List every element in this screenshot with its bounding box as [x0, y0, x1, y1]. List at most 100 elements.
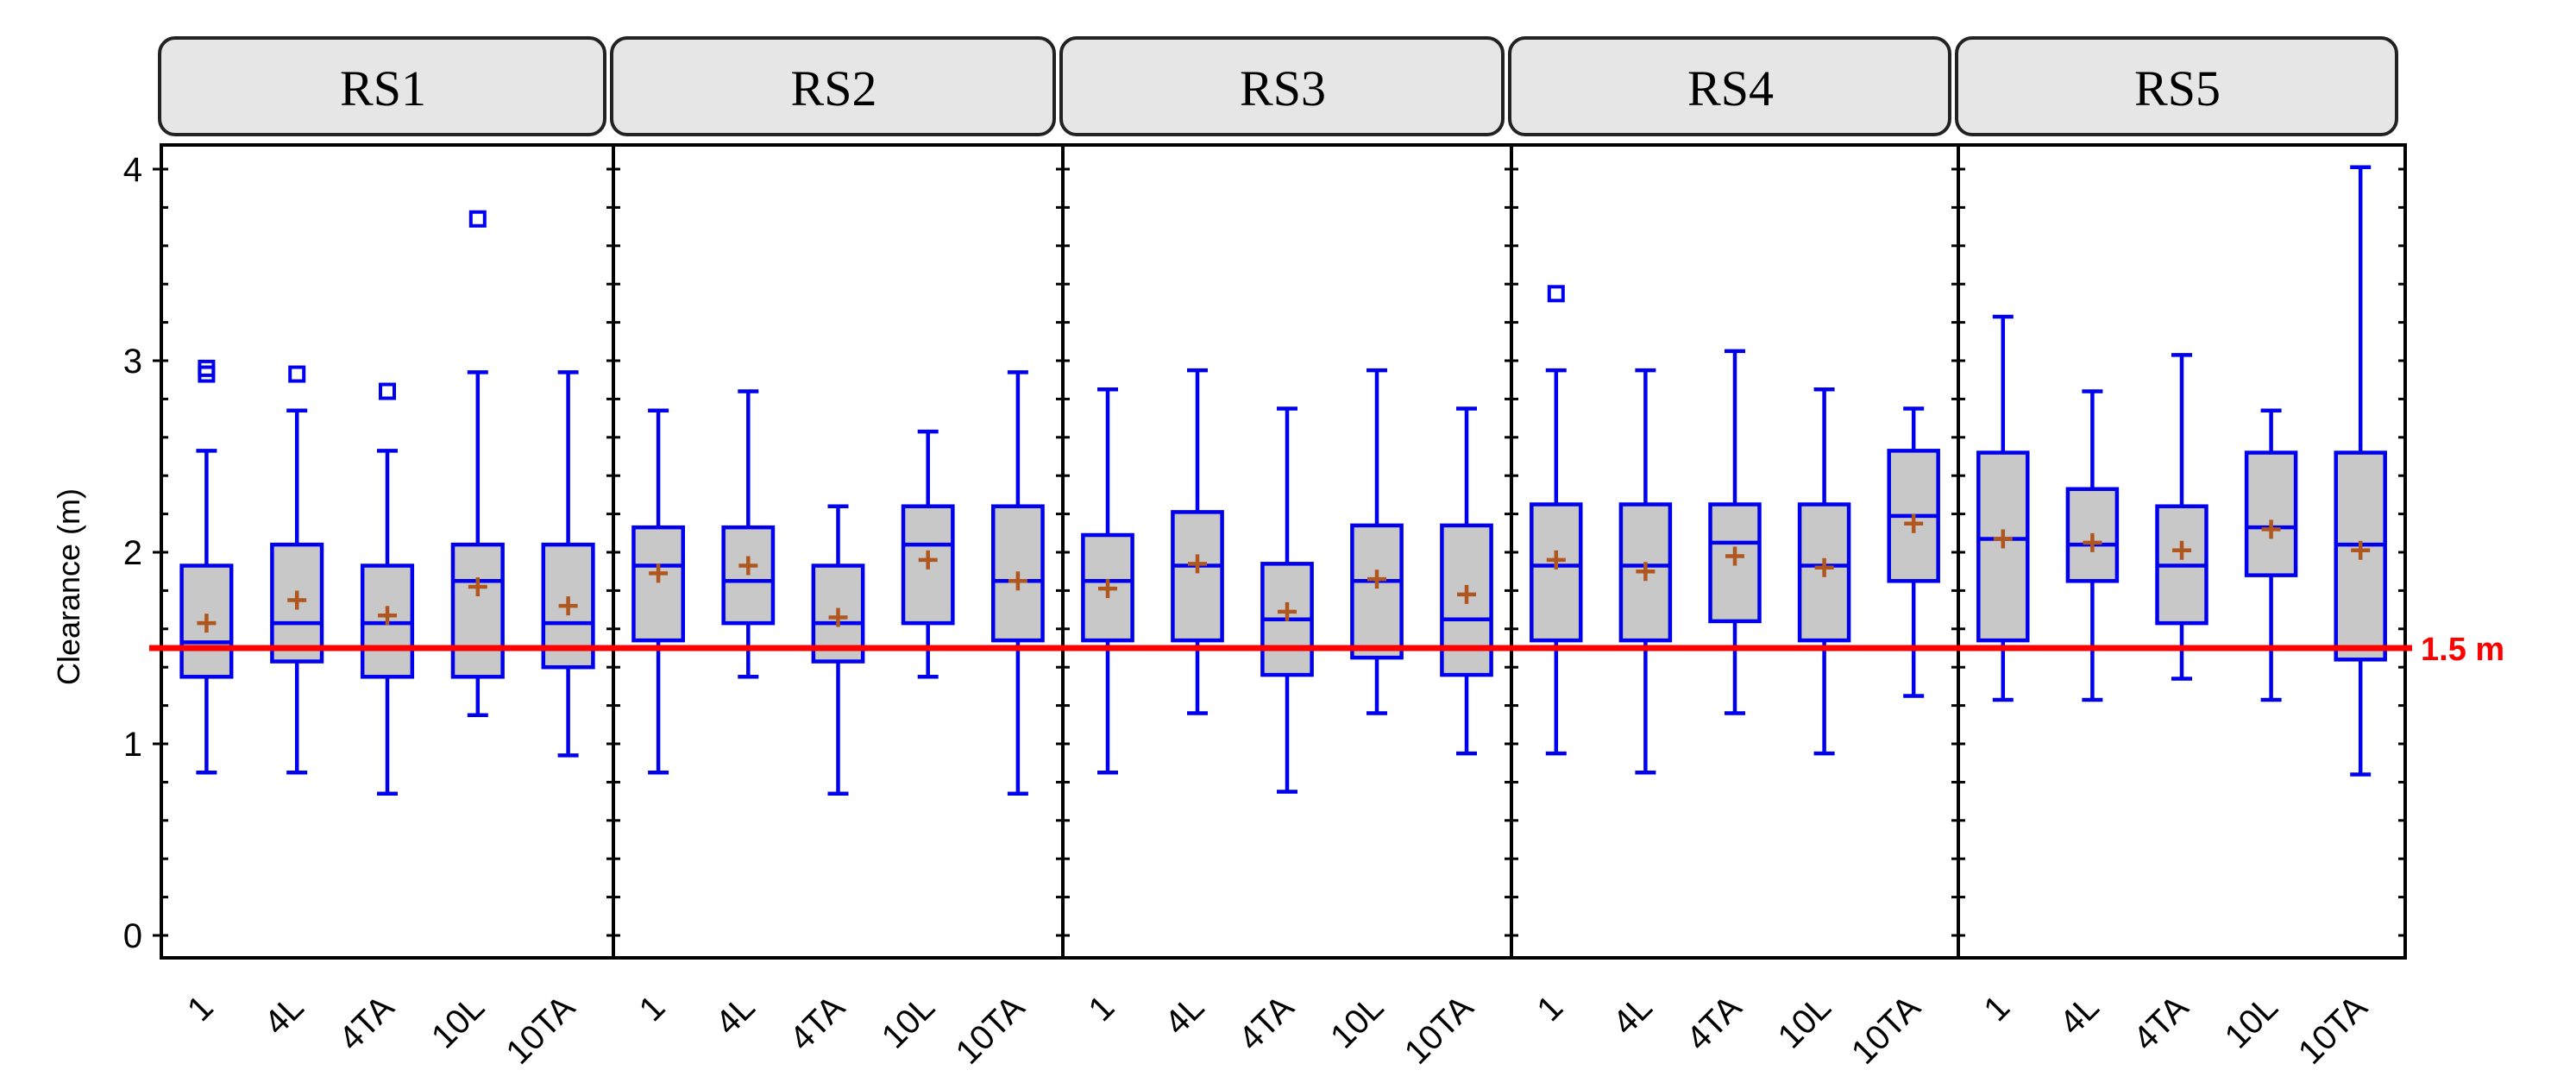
x-tick-label: 4L — [1605, 988, 1660, 1042]
x-tick-label: 10TA — [1844, 988, 1928, 1072]
mean-marker — [828, 607, 848, 627]
x-tick-label: 4TA — [331, 988, 401, 1058]
x-tick-label: 4L — [1158, 988, 1212, 1042]
mean-marker — [378, 606, 397, 626]
mean-marker — [1278, 601, 1297, 621]
mean-marker — [1546, 550, 1566, 570]
outlier-point — [288, 365, 306, 383]
strip-box — [158, 36, 606, 136]
outlier-point — [198, 359, 216, 377]
mean-marker — [287, 590, 307, 610]
mean-marker — [1367, 570, 1386, 589]
iqr-box — [1171, 510, 1224, 643]
iqr-box — [450, 542, 505, 679]
box-rs4-10l — [1797, 387, 1851, 756]
mean-marker — [1636, 562, 1656, 582]
box-rs5-4l — [2065, 389, 2120, 702]
strip-label: RS4 — [1687, 60, 1774, 116]
x-tick-label: 1 — [1530, 988, 1570, 1029]
y-axis-label: Clearance (m) — [51, 488, 86, 685]
box-rs3-10ta — [1440, 406, 1493, 756]
y-tick-label: 2 — [123, 534, 142, 572]
x-tick-label: 1 — [632, 988, 673, 1029]
mean-marker — [468, 576, 487, 596]
box-rs1-10l — [450, 210, 505, 717]
iqr-box — [2065, 487, 2120, 583]
x-tick-label: 10L — [2218, 988, 2285, 1055]
box-rs1-10ta — [541, 370, 595, 758]
panel-rs1 — [160, 143, 615, 960]
x-tick-label: 4L — [257, 988, 311, 1042]
mean-marker — [2351, 540, 2371, 560]
box-rs2-10l — [901, 429, 955, 679]
mean-marker — [1188, 554, 1207, 574]
mean-marker — [1098, 579, 1117, 599]
x-tick-label: 10TA — [2291, 988, 2375, 1072]
panel-rs3 — [1061, 143, 1513, 960]
panel-strips: RS1 RS2 RS3 RS4 RS5 — [158, 36, 2398, 136]
strip-label: RS3 — [1240, 60, 1326, 116]
box-rs5-10l — [2244, 408, 2298, 702]
mean-marker — [1814, 557, 1834, 577]
mean-marker — [738, 556, 758, 576]
panel-rs5 — [1957, 143, 2407, 960]
strip-box — [1955, 36, 2398, 136]
strip-label: RS5 — [2134, 60, 2221, 116]
mean-marker — [1904, 513, 1924, 533]
x-tick-label: 1 — [180, 988, 221, 1029]
box-rs1-1 — [179, 359, 234, 775]
strip-rs1: RS1 — [158, 36, 606, 136]
iqr-box — [1350, 523, 1404, 660]
x-tick-label: 10L — [875, 988, 942, 1055]
strip-label: RS1 — [340, 60, 426, 116]
strip-rs4: RS4 — [1508, 36, 1951, 136]
panel-rs4 — [1510, 143, 1960, 960]
mean-marker — [1008, 571, 1027, 591]
iqr-box — [1530, 502, 1583, 643]
box-rs5-10ta — [2334, 165, 2387, 777]
y-tick-label: 3 — [123, 343, 142, 381]
x-tick-label: 1 — [1082, 988, 1122, 1029]
box-rs2-1 — [631, 408, 686, 775]
iqr-box — [1081, 532, 1134, 643]
box-rs5-1 — [1976, 314, 2030, 702]
mean-marker — [558, 596, 578, 616]
mean-marker — [2261, 519, 2281, 539]
mean-marker — [918, 550, 938, 570]
strip-rs5: RS5 — [1955, 36, 2398, 136]
box-rs3-10l — [1350, 368, 1404, 715]
box-rs4-4ta — [1708, 349, 1762, 715]
strip-box — [1059, 36, 1505, 136]
box-rs4-10ta — [1887, 406, 1940, 698]
x-tick-label: 10TA — [1398, 988, 1481, 1072]
x-tick-label: 4TA — [782, 988, 852, 1058]
mean-marker — [1993, 529, 2013, 549]
mean-marker — [649, 563, 669, 583]
box-rs2-4l — [721, 389, 776, 679]
box-rs5-4ta — [2155, 353, 2208, 681]
y-axis: 0 1 2 3 4 — [123, 151, 161, 955]
box-rs3-4ta — [1260, 406, 1314, 794]
y-tick-label: 1 — [123, 726, 142, 764]
x-tick-label: 4L — [708, 988, 763, 1042]
x-tick-label: 4TA — [1679, 988, 1749, 1058]
mean-marker — [1457, 584, 1476, 604]
mean-marker — [2172, 540, 2191, 560]
x-tick-label: 10L — [1323, 988, 1391, 1055]
outlier-point — [468, 210, 487, 228]
iqr-box — [901, 504, 955, 626]
x-tick-label: 4TA — [1231, 988, 1301, 1058]
iqr-box — [631, 525, 686, 643]
iqr-box — [2244, 450, 2298, 577]
mean-marker — [197, 614, 217, 633]
iqr-box — [270, 542, 324, 664]
box-rs3-1 — [1081, 387, 1134, 775]
x-tick-label: 10L — [424, 988, 492, 1055]
strip-box — [610, 36, 1056, 136]
strip-rs3: RS3 — [1059, 36, 1505, 136]
box-rs1-4l — [270, 365, 324, 775]
x-tick-label: 4TA — [2126, 988, 2196, 1058]
outlier-point — [1547, 285, 1565, 303]
box-rs4-1 — [1530, 285, 1583, 756]
